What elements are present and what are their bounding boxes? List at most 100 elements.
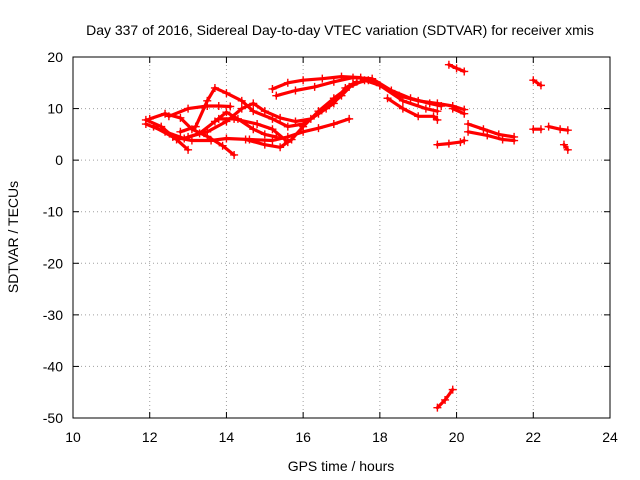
data-point (414, 112, 423, 121)
data-point (287, 135, 296, 144)
data-point (203, 127, 212, 136)
data-point (383, 94, 392, 103)
series-line (144, 110, 278, 141)
data-point (444, 60, 453, 69)
data-point (291, 86, 300, 95)
data-point (276, 143, 285, 152)
y-tick-label: 0 (55, 152, 63, 168)
data-point (184, 145, 193, 154)
data-point (210, 83, 219, 92)
data-point (559, 140, 568, 149)
series-arc-9 (241, 76, 442, 152)
y-tick-label: 20 (47, 49, 63, 65)
data-point (149, 122, 158, 131)
data-point (510, 136, 519, 145)
data-point (318, 74, 327, 83)
series-arc-13 (433, 136, 469, 149)
data-point (299, 122, 308, 131)
y-tick-label: -20 (43, 255, 63, 271)
data-point (395, 91, 404, 100)
series-line (466, 130, 516, 143)
data-point (218, 141, 227, 150)
data-point (414, 96, 423, 105)
data-point (260, 140, 269, 149)
data-point (556, 125, 565, 134)
data-point (345, 82, 354, 91)
data-point (464, 127, 473, 136)
y-tick-label: -50 (43, 410, 63, 426)
data-point (249, 125, 258, 134)
data-point (529, 76, 538, 85)
data-point (456, 138, 465, 147)
x-axis-label: GPS time / hours (288, 458, 395, 474)
data-point (272, 91, 281, 100)
data-point (187, 136, 196, 145)
data-point (433, 403, 442, 412)
data-point (433, 115, 442, 124)
data-point (237, 96, 246, 105)
data-point (145, 114, 154, 123)
data-point (529, 125, 538, 134)
data-point (176, 113, 185, 122)
data-point (214, 101, 223, 110)
data-point (544, 122, 553, 131)
data-point (164, 112, 173, 121)
data-point (237, 104, 246, 113)
data-point (536, 81, 545, 90)
x-tick-label: 14 (219, 429, 235, 445)
y-tick-label: -40 (43, 358, 63, 374)
data-point (241, 135, 250, 144)
data-point (168, 132, 177, 141)
data-point (375, 81, 384, 90)
series-arc-12 (383, 94, 442, 124)
series-line (451, 106, 466, 116)
data-point (249, 107, 258, 116)
data-point (226, 102, 235, 111)
data-point (563, 126, 572, 135)
data-point (184, 104, 193, 113)
x-tick-label: 18 (372, 429, 388, 445)
y-tick-label: -10 (43, 204, 63, 220)
data-point (253, 120, 262, 129)
series-arc-22 (433, 385, 457, 412)
series-arc-18 (529, 76, 545, 90)
data-point (260, 107, 269, 116)
y-tick-labels: 20 10 0 -10 -20 -30 -40 -50 (43, 49, 63, 426)
data-point (483, 131, 492, 140)
chart-title: Day 337 of 2016, Sidereal Day-to-day VTE… (86, 22, 594, 38)
y-tick-label: -30 (43, 307, 63, 323)
x-tick-label: 12 (142, 429, 158, 445)
x-tick-labels: 10 12 14 16 18 20 22 24 (65, 429, 618, 445)
data-point (563, 145, 572, 154)
data-point (356, 73, 365, 82)
y-axis-label: SDTVAR / TECUs (5, 181, 21, 293)
data-point (444, 139, 453, 148)
data-point (184, 132, 193, 141)
data-point (337, 72, 346, 81)
x-tick-label: 10 (65, 429, 81, 445)
data-point (214, 114, 223, 123)
data-point (268, 136, 277, 145)
data-point (398, 104, 407, 113)
data-point (283, 122, 292, 131)
series-arc-16 (464, 127, 519, 145)
data-point (460, 136, 469, 145)
data-point (222, 108, 231, 117)
data-point (230, 114, 239, 123)
data-point (276, 113, 285, 122)
data-point (222, 134, 231, 143)
series-arc-21 (559, 140, 572, 154)
data-series (141, 60, 572, 412)
data-point (460, 67, 469, 76)
data-point (448, 104, 457, 113)
series-arc-17 (444, 60, 469, 76)
data-point (429, 112, 438, 121)
data-point (260, 130, 269, 139)
data-point (268, 125, 277, 134)
data-point (291, 117, 300, 126)
data-point (329, 77, 338, 86)
x-tick-label: 22 (525, 429, 541, 445)
data-point (448, 385, 457, 394)
data-point (329, 120, 338, 129)
